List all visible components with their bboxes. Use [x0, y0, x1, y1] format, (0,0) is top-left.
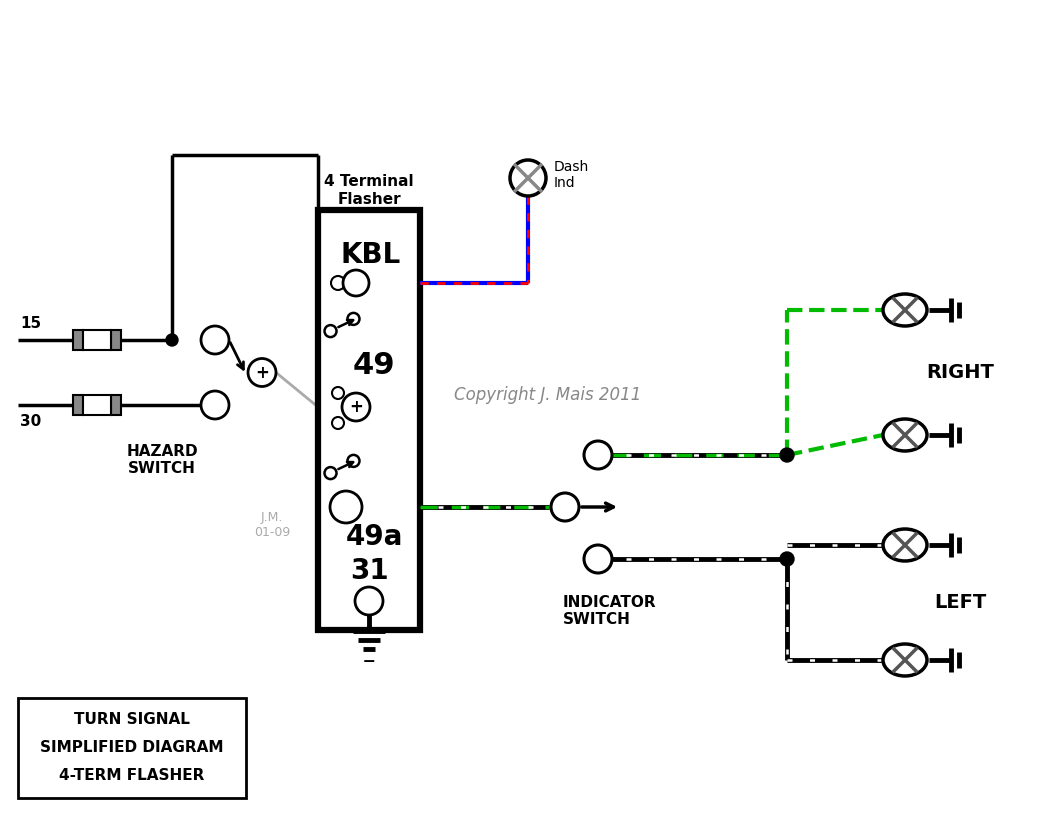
Circle shape	[584, 441, 612, 469]
Bar	[83, 330, 111, 350]
Circle shape	[347, 455, 359, 467]
Text: J.M.
01-09: J.M. 01-09	[253, 511, 290, 539]
Circle shape	[201, 326, 229, 354]
Bar	[111, 330, 121, 350]
Text: LEFT: LEFT	[934, 592, 986, 611]
Circle shape	[347, 313, 359, 325]
Text: +: +	[256, 363, 269, 382]
Text: TURN SIGNAL: TURN SIGNAL	[74, 712, 190, 728]
Circle shape	[329, 491, 362, 523]
Text: 31: 31	[350, 557, 389, 585]
Circle shape	[551, 493, 579, 521]
Circle shape	[332, 387, 344, 399]
Circle shape	[201, 391, 229, 419]
Text: Copyright J. Mais 2011: Copyright J. Mais 2011	[454, 386, 642, 404]
Text: INDICATOR
SWITCH: INDICATOR SWITCH	[563, 595, 657, 628]
Ellipse shape	[510, 160, 546, 196]
Text: Flasher: Flasher	[337, 193, 401, 207]
Bar	[318, 210, 420, 630]
Text: –: –	[363, 649, 375, 673]
Circle shape	[324, 467, 337, 479]
Circle shape	[355, 587, 383, 615]
Text: HAZARD
SWITCH: HAZARD SWITCH	[126, 444, 197, 477]
Circle shape	[780, 448, 794, 462]
Text: 15: 15	[20, 317, 41, 331]
Bar	[111, 395, 121, 415]
Text: KBL: KBL	[341, 241, 401, 269]
Ellipse shape	[883, 294, 927, 326]
Text: 30: 30	[20, 414, 41, 428]
Text: 4 Terminal: 4 Terminal	[324, 175, 414, 189]
Bar	[18, 698, 246, 798]
Text: +: +	[350, 398, 363, 416]
Text: RIGHT: RIGHT	[926, 362, 994, 382]
Bar	[83, 395, 111, 415]
Ellipse shape	[883, 419, 927, 451]
Circle shape	[343, 270, 369, 296]
Text: 49a: 49a	[345, 523, 402, 551]
Text: Dash
Ind: Dash Ind	[554, 160, 589, 190]
Circle shape	[342, 393, 370, 421]
Circle shape	[780, 552, 794, 566]
Ellipse shape	[883, 644, 927, 676]
Bar	[73, 330, 83, 350]
Circle shape	[248, 358, 276, 387]
Circle shape	[324, 325, 337, 337]
Text: 4-TERM FLASHER: 4-TERM FLASHER	[59, 769, 205, 783]
Circle shape	[584, 545, 612, 573]
Circle shape	[166, 334, 178, 346]
Circle shape	[332, 417, 344, 429]
Circle shape	[331, 276, 345, 290]
Bar	[73, 395, 83, 415]
Ellipse shape	[883, 529, 927, 561]
Text: SIMPLIFIED DIAGRAM: SIMPLIFIED DIAGRAM	[40, 740, 224, 756]
Text: 49: 49	[353, 351, 395, 379]
